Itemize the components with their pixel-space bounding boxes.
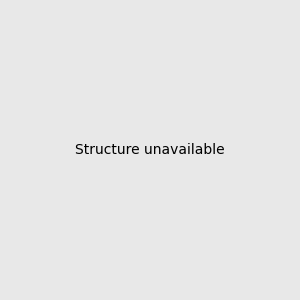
Text: Structure unavailable: Structure unavailable: [75, 143, 225, 157]
